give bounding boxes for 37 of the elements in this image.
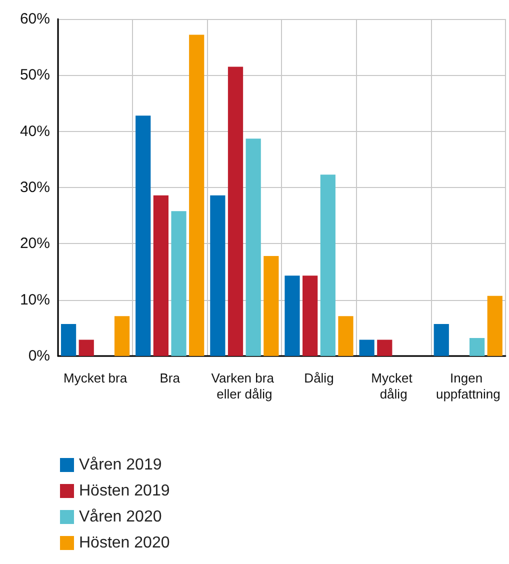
- bar: [60, 324, 76, 356]
- x-tick-label: Mycket dålig: [371, 370, 416, 402]
- y-tick-label: 40%: [20, 122, 50, 140]
- legend-label: Våren 2019: [79, 456, 162, 474]
- y-tick-label: 30%: [20, 179, 50, 196]
- x-tick-label: Ingen uppfattning: [436, 370, 500, 402]
- bar: [246, 138, 261, 356]
- bar: [320, 174, 336, 356]
- bar: [359, 340, 374, 356]
- bar: [153, 195, 168, 356]
- bar: [487, 296, 502, 356]
- y-tick-label: 0%: [28, 348, 50, 364]
- bar: [469, 338, 485, 356]
- bar: [78, 340, 94, 356]
- legend-label: Hösten 2020: [79, 534, 170, 552]
- bar: [377, 340, 392, 356]
- bar: [338, 316, 354, 356]
- x-tick-label: Bra: [160, 370, 181, 386]
- x-tick-label: Dålig: [304, 370, 334, 386]
- y-tick-label: 20%: [20, 235, 50, 252]
- bar: [228, 66, 244, 356]
- bar: [171, 211, 186, 356]
- y-tick-label: 60%: [20, 10, 50, 28]
- legend-label: Hösten 2019: [79, 482, 170, 500]
- bar: [302, 276, 318, 356]
- y-tick-label: 50%: [20, 66, 50, 84]
- bar: [210, 195, 226, 356]
- x-tick-label: Mycket bra: [63, 370, 128, 386]
- bar: [264, 256, 279, 356]
- bar: [284, 276, 300, 356]
- x-tick-label: Varken bra eller dålig: [211, 370, 278, 402]
- bar: [136, 116, 151, 356]
- y-tick-label: 10%: [20, 291, 50, 308]
- bar: [434, 324, 449, 356]
- bar: [189, 34, 204, 356]
- bar: [114, 316, 130, 356]
- legend-label: Våren 2020: [79, 508, 162, 526]
